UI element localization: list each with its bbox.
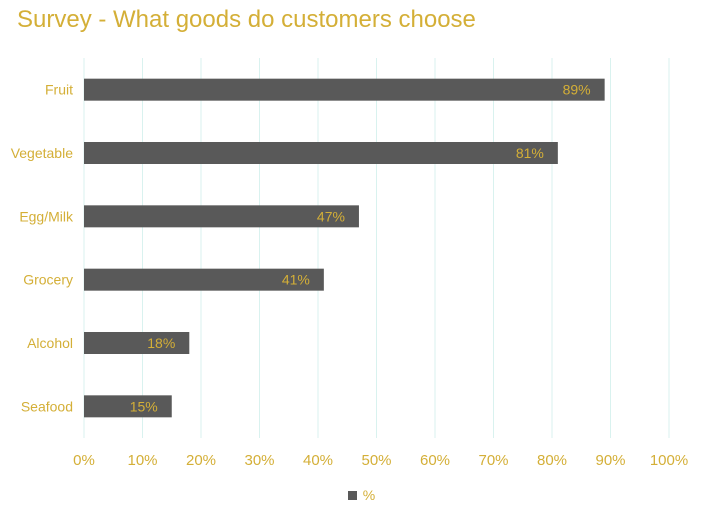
x-tick-label: 100% [650, 452, 688, 469]
bar [84, 332, 190, 354]
legend: % [0, 487, 723, 503]
x-tick-label: 60% [420, 452, 450, 469]
x-tick-label: 90% [595, 452, 625, 469]
data-label: 81% [516, 145, 544, 161]
bar [84, 395, 172, 418]
bar [84, 268, 324, 291]
data-label: 15% [130, 398, 158, 414]
bar [84, 205, 359, 228]
x-tick-label: 80% [537, 452, 567, 469]
category-label: Fruit [45, 82, 73, 98]
x-tick-label: 70% [478, 452, 508, 469]
category-label: Grocery [23, 272, 73, 288]
x-tick-label: 50% [361, 452, 391, 469]
bar [84, 78, 605, 101]
chart-title: Survey - What goods do customers choose [17, 6, 476, 33]
category-label: Alcohol [27, 335, 73, 351]
data-labels: 89% 81% 47% 41% 18% 15% [130, 82, 591, 415]
x-tick-label: 0% [73, 452, 95, 469]
legend-swatch [347, 491, 357, 500]
bar [84, 142, 558, 164]
x-tick-label: 20% [186, 452, 216, 469]
x-tick-label: 40% [303, 452, 333, 469]
data-label: 47% [317, 208, 345, 224]
data-label: 41% [282, 272, 310, 288]
data-label: 18% [147, 335, 175, 351]
bars [84, 78, 605, 418]
x-tick-label: 30% [244, 452, 274, 469]
category-label: Egg/Milk [19, 208, 74, 224]
gridlines [83, 58, 670, 438]
category-label: Vegetable [11, 145, 73, 161]
category-labels: Fruit Vegetable Egg/Milk Grocery Alcohol Seaf… [11, 82, 74, 415]
x-tick-label: 10% [127, 452, 157, 469]
x-axis-tick-labels: 0% 10% 20% 30% 40% 50% 60% 70% 80% 90% 100% [73, 452, 688, 469]
category-label: Seafood [21, 398, 73, 414]
legend-label: % [362, 487, 376, 503]
data-label: 89% [563, 82, 591, 98]
